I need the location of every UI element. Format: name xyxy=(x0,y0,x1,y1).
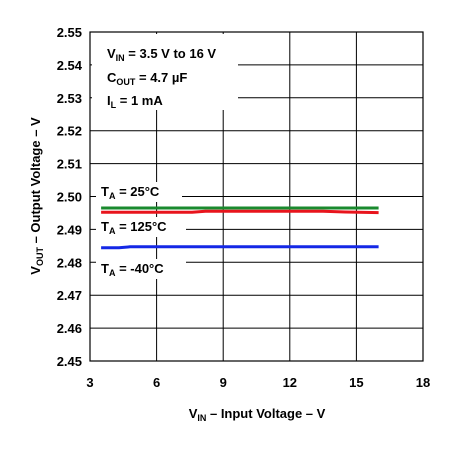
series-label-125c: TA = 125°C xyxy=(101,219,167,236)
series-line-minus40c xyxy=(101,245,379,250)
plot-frame xyxy=(89,31,424,362)
y-tick-label-2.55: 2.55 xyxy=(57,25,82,40)
condition-cout: COUT = 4.7 µF xyxy=(107,70,187,87)
x-tick-label-6: 6 xyxy=(153,375,160,390)
y-tick-label-2.45: 2.45 xyxy=(57,354,82,369)
y-axis-label: VOUT – Output Voltage – V xyxy=(28,117,45,275)
x-tick-label-9: 9 xyxy=(220,375,227,390)
y-tick-label-2.54: 2.54 xyxy=(57,58,83,73)
x-tick-label-3: 3 xyxy=(86,375,93,390)
y-tick-label-2.50: 2.50 xyxy=(57,190,82,205)
y-tick-label-2.52: 2.52 xyxy=(57,124,82,139)
series-lines xyxy=(101,206,379,250)
conditions-box xyxy=(92,34,238,110)
x-axis-label: VIN – Input Voltage – V xyxy=(189,406,326,423)
y-tick-label-2.46: 2.46 xyxy=(57,321,82,336)
series-line-125c xyxy=(101,209,379,215)
x-tick-labels: 3 6 9 12 15 18 xyxy=(86,375,430,390)
series-label-bg-125c xyxy=(96,217,186,237)
series-label-minus40c: TA = -40°C xyxy=(101,261,164,278)
y-tick-label-2.51: 2.51 xyxy=(57,157,82,172)
y-tick-labels: 2.45 2.46 2.47 2.48 2.49 2.50 2.51 2.52 2.53 2.54… xyxy=(57,25,83,369)
y-tick-label-2.53: 2.53 xyxy=(57,91,82,106)
series-label-bg-25c xyxy=(96,182,182,202)
x-tick-label-15: 15 xyxy=(349,375,363,390)
condition-il: IL = 1 mA xyxy=(107,93,163,110)
y-tick-label-2.49: 2.49 xyxy=(57,222,82,237)
x-tick-label-12: 12 xyxy=(283,375,297,390)
series-label-25c: TA = 25°C xyxy=(101,184,160,201)
y-tick-label-2.47: 2.47 xyxy=(57,288,82,303)
x-tick-label-18: 18 xyxy=(416,375,430,390)
condition-vin: VIN = 3.5 V to 16 V xyxy=(107,46,216,63)
series-label-bg-minus40c xyxy=(96,259,186,279)
y-tick-label-2.48: 2.48 xyxy=(57,255,82,270)
